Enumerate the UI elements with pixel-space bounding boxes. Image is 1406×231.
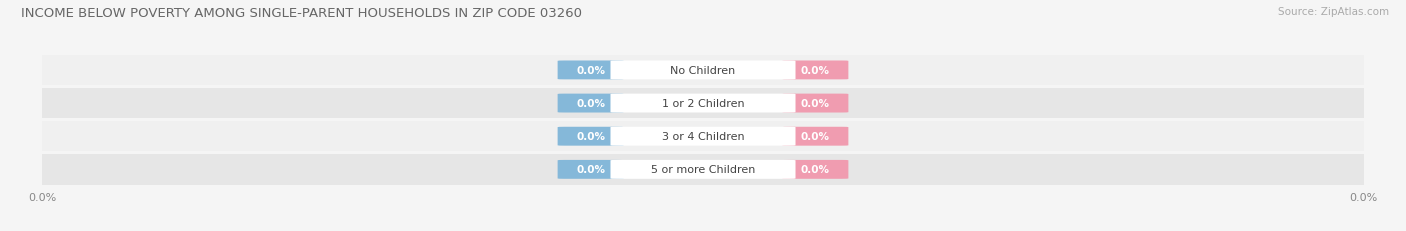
FancyBboxPatch shape	[610, 160, 796, 179]
Text: 0.0%: 0.0%	[801, 165, 830, 175]
Text: 0.0%: 0.0%	[801, 66, 830, 76]
Text: 0.0%: 0.0%	[576, 132, 605, 142]
Text: 5 or more Children: 5 or more Children	[651, 165, 755, 175]
FancyBboxPatch shape	[558, 127, 624, 146]
Text: 0.0%: 0.0%	[576, 66, 605, 76]
Text: No Children: No Children	[671, 66, 735, 76]
Text: 3 or 4 Children: 3 or 4 Children	[662, 132, 744, 142]
FancyBboxPatch shape	[42, 88, 1364, 119]
Text: INCOME BELOW POVERTY AMONG SINGLE-PARENT HOUSEHOLDS IN ZIP CODE 03260: INCOME BELOW POVERTY AMONG SINGLE-PARENT…	[21, 7, 582, 20]
Text: 0.0%: 0.0%	[801, 99, 830, 109]
FancyBboxPatch shape	[782, 94, 848, 113]
FancyBboxPatch shape	[42, 55, 1364, 86]
FancyBboxPatch shape	[610, 61, 796, 80]
FancyBboxPatch shape	[782, 127, 848, 146]
FancyBboxPatch shape	[558, 94, 624, 113]
FancyBboxPatch shape	[610, 127, 796, 146]
FancyBboxPatch shape	[782, 61, 848, 80]
FancyBboxPatch shape	[610, 94, 796, 113]
Text: Source: ZipAtlas.com: Source: ZipAtlas.com	[1278, 7, 1389, 17]
FancyBboxPatch shape	[558, 160, 624, 179]
FancyBboxPatch shape	[782, 160, 848, 179]
FancyBboxPatch shape	[42, 122, 1364, 152]
Text: 1 or 2 Children: 1 or 2 Children	[662, 99, 744, 109]
FancyBboxPatch shape	[42, 155, 1364, 185]
FancyBboxPatch shape	[558, 61, 624, 80]
Text: 0.0%: 0.0%	[576, 165, 605, 175]
Text: 0.0%: 0.0%	[576, 99, 605, 109]
Text: 0.0%: 0.0%	[801, 132, 830, 142]
